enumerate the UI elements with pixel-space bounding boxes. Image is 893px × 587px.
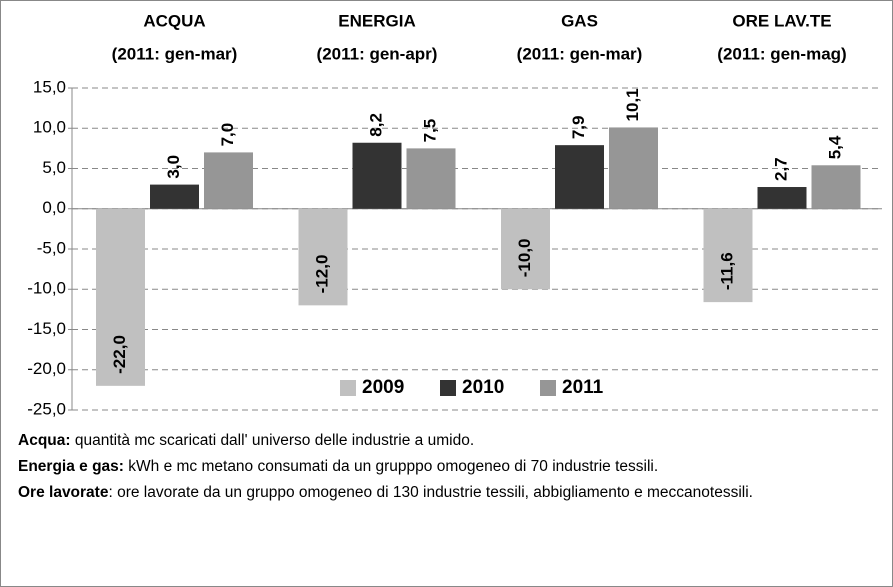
bar bbox=[609, 127, 658, 209]
y-tick-label: -5,0 bbox=[37, 238, 66, 257]
notes: Acqua: quantità mc scaricati dall' unive… bbox=[18, 428, 868, 506]
bar bbox=[757, 187, 807, 209]
y-tick-label: 15,0 bbox=[33, 77, 66, 96]
bar bbox=[406, 148, 456, 209]
note: Energia e gas: kWh e mc metano consumati… bbox=[18, 454, 868, 480]
legend-label: 2010 bbox=[462, 377, 504, 398]
bar bbox=[555, 145, 604, 209]
category-subtitle: (2011: gen-apr) bbox=[317, 44, 438, 63]
value-label: 8,2 bbox=[366, 113, 385, 137]
bar bbox=[298, 208, 348, 306]
value-label: 2,7 bbox=[771, 157, 790, 181]
note-text: : ore lavorate da un gruppo omogeneo di … bbox=[108, 484, 753, 501]
note: Ore lavorate: ore lavorate da un gruppo … bbox=[18, 480, 868, 506]
note-label: Acqua: bbox=[18, 432, 71, 449]
category-label: ORE LAV.TE bbox=[732, 11, 831, 30]
note-text: kWh e mc metano consumati da un grupppo … bbox=[123, 458, 659, 475]
value-label: -12,0 bbox=[312, 255, 331, 294]
y-tick-label: 5,0 bbox=[42, 158, 66, 177]
legend-label: 2009 bbox=[362, 377, 404, 398]
category-subtitle: (2011: gen-mar) bbox=[517, 44, 643, 63]
y-tick-label: -25,0 bbox=[27, 399, 66, 418]
note-label: Energia e gas: bbox=[18, 458, 124, 475]
bar bbox=[703, 208, 753, 303]
y-tick-label: 10,0 bbox=[33, 118, 66, 137]
value-label: 7,5 bbox=[420, 119, 439, 143]
bar bbox=[150, 184, 199, 209]
bar bbox=[204, 152, 253, 209]
legend-swatch bbox=[540, 380, 556, 396]
legend-swatch bbox=[340, 380, 356, 396]
category-label: ACQUA bbox=[143, 11, 205, 30]
category-label: GAS bbox=[561, 11, 598, 30]
bar bbox=[811, 165, 861, 209]
y-tick-label: 0,0 bbox=[42, 198, 66, 217]
value-label: -22,0 bbox=[110, 335, 129, 374]
legend-label: 2011 bbox=[562, 377, 604, 398]
note: Acqua: quantità mc scaricati dall' unive… bbox=[18, 428, 868, 454]
bar bbox=[352, 142, 402, 209]
y-tick-label: -10,0 bbox=[27, 279, 66, 298]
category-subtitle: (2011: gen-mar) bbox=[112, 44, 238, 63]
value-label: -10,0 bbox=[515, 239, 534, 278]
value-label: 7,0 bbox=[218, 123, 237, 147]
bar bbox=[96, 208, 145, 386]
y-tick-label: -15,0 bbox=[27, 319, 66, 338]
note-text: quantità mc scaricati dall' universo del… bbox=[70, 432, 475, 449]
bar bbox=[501, 208, 550, 290]
value-label: 10,1 bbox=[623, 88, 642, 121]
note-label: Ore lavorate bbox=[18, 484, 109, 501]
legend-swatch bbox=[440, 380, 456, 396]
value-label: 5,4 bbox=[825, 135, 844, 159]
y-tick-label: -20,0 bbox=[27, 359, 66, 378]
value-label: -11,6 bbox=[717, 252, 736, 290]
category-subtitle: (2011: gen-mag) bbox=[717, 44, 846, 63]
value-label: 7,9 bbox=[569, 116, 588, 140]
value-label: 3,0 bbox=[164, 155, 183, 179]
category-label: ENERGIA bbox=[338, 11, 415, 30]
